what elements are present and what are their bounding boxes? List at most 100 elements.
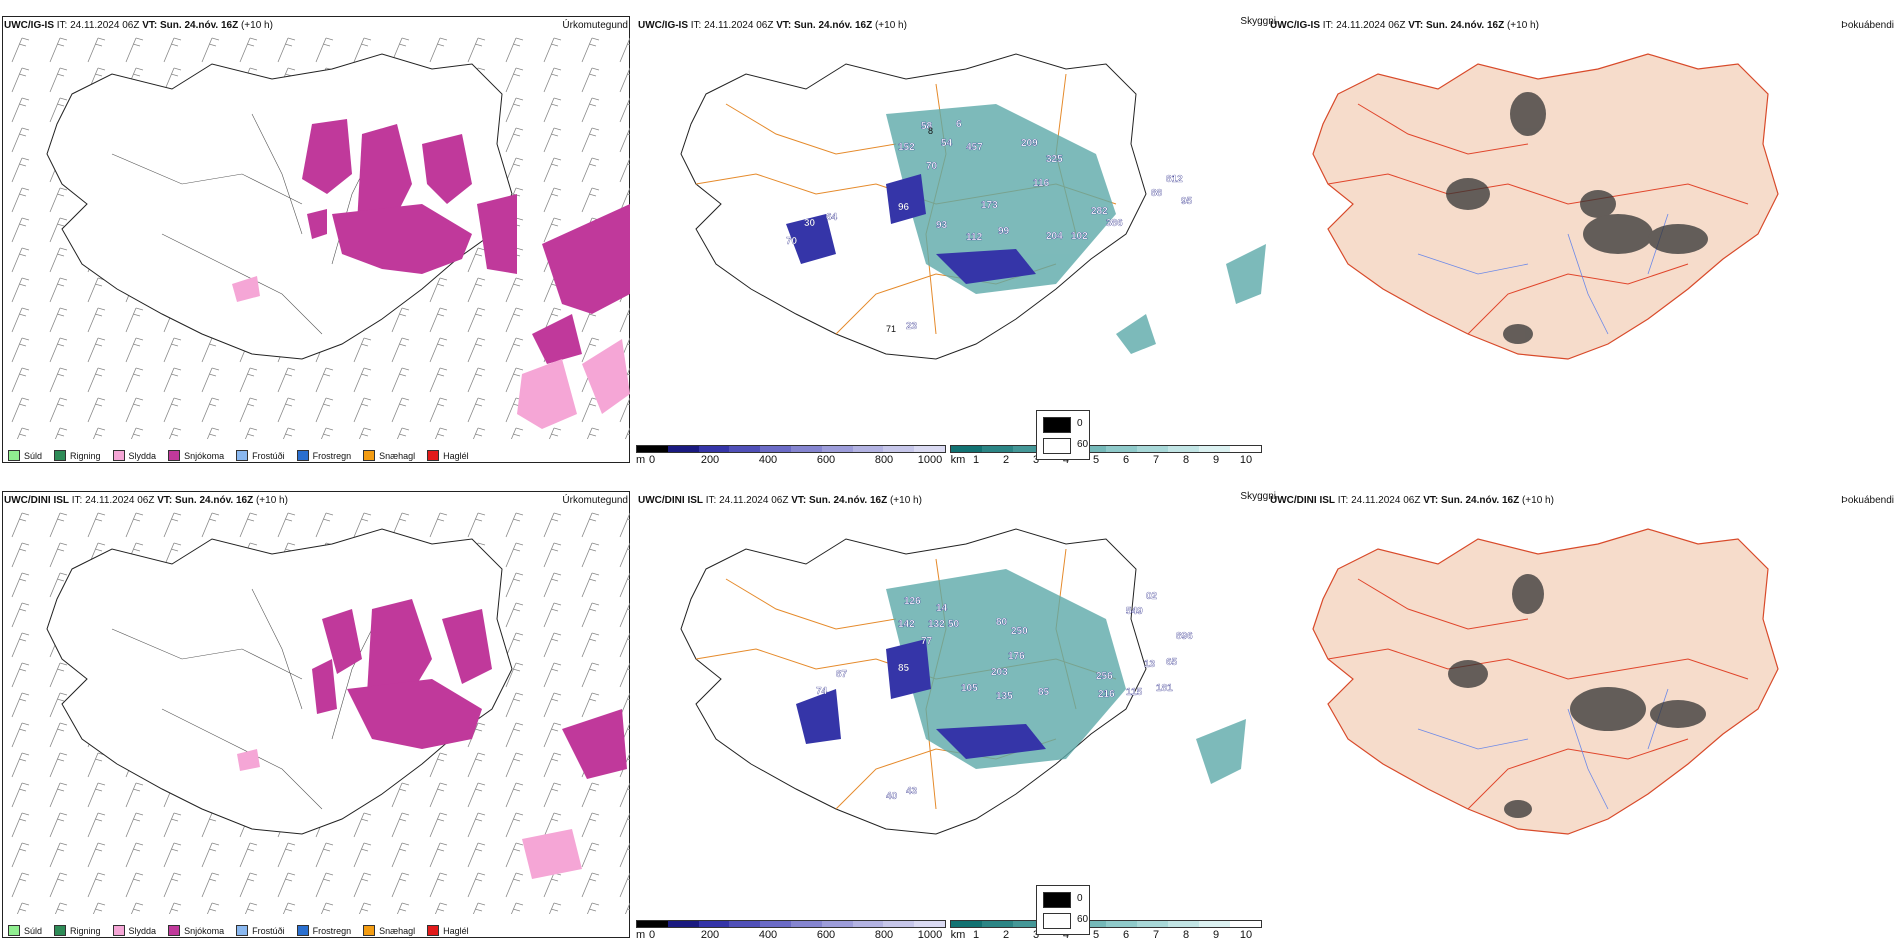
init-time: 24.11.2024 06Z	[70, 20, 140, 31]
svg-text:152: 152	[898, 142, 915, 153]
legend-item-snow: Snjókoma	[168, 925, 224, 936]
panel-title: Úrkomutegund	[562, 20, 628, 31]
fog-map	[1312, 53, 1779, 360]
panel-header: UWC/IG-IS IT: 24.11.2024 06Z VT: Sun. 24…	[4, 20, 273, 31]
legend-item-sleet: Slydda	[112, 925, 156, 936]
legend-item-snow-pellets: Snæhagl	[363, 925, 415, 936]
svg-text:325: 325	[1046, 154, 1063, 165]
svg-text:250: 250	[1011, 626, 1028, 637]
fog-legend-swatch-0	[1043, 892, 1071, 908]
svg-text:173: 173	[981, 200, 998, 211]
legend-item-drizzle: Súld	[8, 925, 42, 936]
ceiling-colorbar: m 0 200 400 600 800 1000	[636, 920, 946, 942]
precip-map	[2, 509, 630, 914]
svg-text:203: 203	[991, 667, 1008, 678]
forecast-row-bottom: UWC/DINI ISL IT: 24.11.2024 06Z VT: Sun.…	[0, 475, 1900, 950]
svg-text:13: 13	[1144, 659, 1156, 670]
legend-item-rain: Rigning	[54, 925, 101, 936]
legend-item-freezing-rain: Frostregn	[296, 450, 351, 461]
visibility-map: 126 14 142 132 50 77 80 250 549 02 176 8…	[680, 528, 1246, 835]
legend-item-rain: Rigning	[54, 450, 101, 461]
svg-text:71: 71	[886, 324, 896, 334]
svg-text:30: 30	[804, 218, 816, 229]
svg-text:105: 105	[961, 683, 978, 694]
precip-type-panel-top: UWC/IG-IS IT: 24.11.2024 06Z VT: Sun. 24…	[2, 10, 632, 465]
svg-text:549: 549	[1126, 606, 1143, 617]
svg-text:58: 58	[921, 121, 933, 132]
fog-legend: 0 60	[1036, 410, 1090, 460]
legend-item-snow-pellets: Snæhagl	[363, 450, 415, 461]
legend-item-freezing-rain: Frostregn	[296, 925, 351, 936]
svg-text:70: 70	[926, 161, 938, 172]
panel-header: UWC/DINI ISL IT: 24.11.2024 06Z VT: Sun.…	[1270, 495, 1554, 506]
ceiling-colorbar-ticks: m 0 200 400 600 800 1000	[636, 454, 943, 466]
fog-map	[1312, 528, 1779, 835]
visibility-panel-bottom: UWC/DINI ISL IT: 24.11.2024 06Z VT: Sun.…	[636, 485, 1276, 942]
snowfall-areas	[302, 119, 630, 364]
legend-item-drizzle: Súld	[8, 450, 42, 461]
panel-title: Skyggni	[1240, 491, 1276, 502]
panel-header: UWC/IG-IS IT: 24.11.2024 06Z VT: Sun. 24…	[638, 20, 907, 31]
svg-text:142: 142	[898, 619, 915, 630]
ceiling-colorbar-swatches	[636, 920, 946, 928]
precip-type-legend: Súld Rigning Slydda Snjókoma Frostúði Fr…	[8, 925, 469, 936]
panel-title: Úrkomutegund	[562, 495, 628, 506]
precip-type-panel-bottom: UWC/DINI ISL IT: 24.11.2024 06Z VT: Sun.…	[2, 485, 632, 940]
svg-text:54: 54	[941, 138, 953, 149]
svg-text:8: 8	[928, 126, 933, 136]
svg-text:216: 216	[1098, 689, 1115, 700]
svg-text:457: 457	[966, 142, 983, 153]
svg-text:132: 132	[928, 619, 945, 630]
svg-text:70: 70	[786, 236, 798, 247]
svg-text:88: 88	[1151, 188, 1163, 199]
snowfall-areas	[312, 599, 627, 779]
svg-text:181: 181	[1156, 683, 1173, 694]
panel-title: Þokuábendi	[1841, 20, 1894, 31]
visibility-colorbar-ticks: km 1 2 3 4 5 6 7 8 9 10	[950, 929, 1253, 941]
svg-text:282: 282	[1091, 206, 1108, 217]
extra-labels: 8 71	[886, 126, 933, 334]
fog-panel-bottom: UWC/DINI ISL IT: 24.11.2024 06Z VT: Sun.…	[1036, 485, 1898, 940]
svg-text:896: 896	[1176, 631, 1193, 642]
fog-panel-top: UWC/IG-IS IT: 24.11.2024 06Z VT: Sun. 24…	[1036, 10, 1898, 465]
panel-title: Skyggni	[1240, 16, 1276, 27]
svg-text:6: 6	[956, 119, 962, 130]
svg-text:50: 50	[948, 619, 960, 630]
iceland-land	[1312, 53, 1779, 360]
svg-text:43: 43	[906, 786, 918, 797]
legend-item-freezing-drizzle: Frostúði	[236, 450, 285, 461]
visibility-colorbar: km 1 2 3 4 5 6 7 8 9 10	[950, 920, 1262, 942]
svg-text:96: 96	[898, 202, 910, 213]
svg-text:23: 23	[906, 321, 918, 332]
panel-title: Þokuábendi	[1841, 495, 1894, 506]
svg-text:95: 95	[1181, 196, 1193, 207]
svg-text:77: 77	[921, 636, 933, 647]
fog-areas	[1448, 574, 1706, 818]
svg-text:85: 85	[1038, 687, 1050, 698]
low-ceiling-areas	[796, 639, 1046, 759]
svg-text:85: 85	[898, 663, 910, 674]
svg-text:126: 126	[904, 596, 921, 607]
legend-item-freezing-drizzle: Frostúði	[236, 925, 285, 936]
svg-text:87: 87	[836, 669, 848, 680]
forecast-row-top: UWC/IG-IS IT: 24.11.2024 06Z VT: Sun. 24…	[2, 10, 1898, 467]
svg-text:116: 116	[1033, 178, 1050, 189]
fog-legend-swatch-0	[1043, 417, 1071, 433]
svg-text:204: 204	[1046, 231, 1063, 242]
visibility-colorbar-swatches	[950, 445, 1262, 453]
svg-text:64: 64	[826, 212, 838, 223]
svg-text:256: 256	[1096, 671, 1113, 682]
fog-legend-swatch-60	[1043, 438, 1071, 454]
panel-header: UWC/DINI ISL IT: 24.11.2024 06Z VT: Sun.…	[4, 495, 288, 506]
precip-map	[2, 34, 630, 439]
fog-legend: 0 60	[1036, 885, 1090, 935]
svg-text:386: 386	[1106, 218, 1123, 229]
svg-text:812: 812	[1166, 174, 1183, 185]
sleet-areas	[237, 749, 582, 879]
visibility-map: 58 6 152 54 457 70 209 325 116 173 282 8…	[680, 53, 1266, 360]
svg-text:74: 74	[816, 686, 828, 697]
valid-time: Sun. 24.nóv. 16Z	[160, 20, 239, 31]
svg-text:40: 40	[886, 791, 898, 802]
fog-legend-swatch-60	[1043, 913, 1071, 929]
visibility-colorbar: km 1 2 3 4 5 6 7 8 9 10	[950, 445, 1262, 467]
